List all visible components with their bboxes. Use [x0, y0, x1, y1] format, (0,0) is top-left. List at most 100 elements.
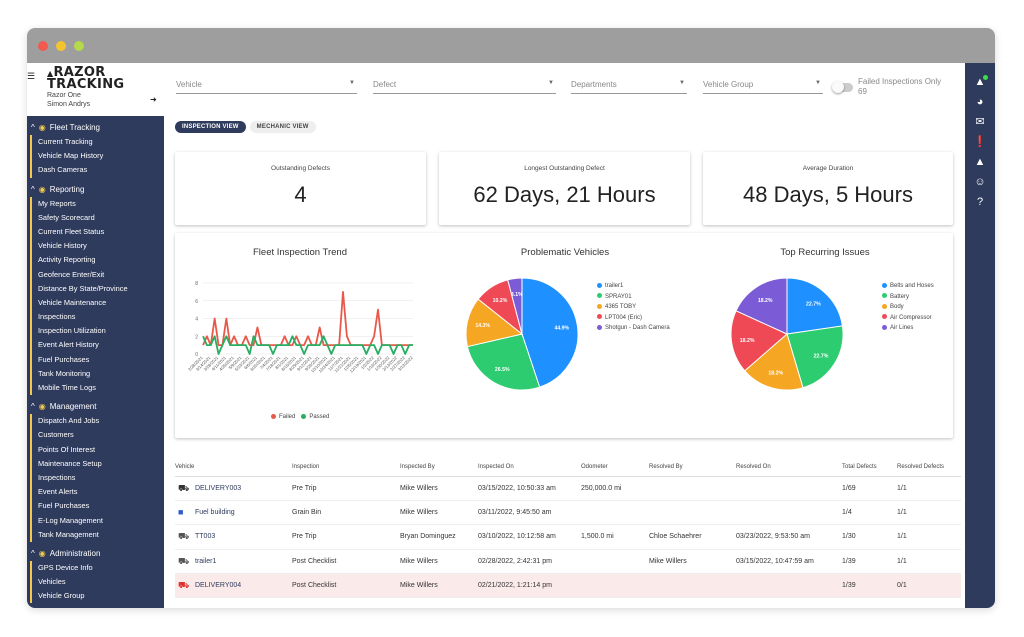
smiley-icon[interactable]: ☺: [974, 176, 986, 188]
vehicle-group-filter[interactable]: Vehicle Group ▼: [703, 76, 823, 94]
column-header[interactable]: Inspection: [292, 464, 320, 470]
column-header[interactable]: Resolved On: [736, 464, 771, 470]
cell-vehicle[interactable]: Fuel building: [195, 509, 235, 517]
table-row[interactable]: ⛟ trailer1 Post Checklist Mike Willers 02/28…: [175, 550, 961, 574]
average-duration-card: Average Duration 48 Days, 5 Hours: [703, 152, 953, 225]
column-header[interactable]: Inspected On: [478, 464, 514, 470]
sidebar-item[interactable]: Distance By State/Province: [30, 281, 164, 296]
pie-slice[interactable]: [786, 325, 844, 389]
legend-item[interactable]: LPT004 (Eric): [597, 313, 670, 324]
sidebar-item[interactable]: Dash Cameras: [30, 163, 164, 178]
column-header[interactable]: Resolved By: [649, 464, 683, 470]
vehicle-filter[interactable]: Vehicle ▼: [176, 76, 357, 94]
pie-slice[interactable]: [466, 333, 541, 391]
sidebar-section-1[interactable]: ^ ◉ Reporting: [27, 178, 164, 197]
sidebar-section-3[interactable]: ^ ◉ Administration: [27, 542, 164, 561]
departments-filter[interactable]: Departments ▼: [571, 76, 687, 94]
sidebar-item[interactable]: Geofence Enter/Exit: [30, 267, 164, 282]
pie-slice[interactable]: [507, 277, 523, 335]
legend-passed[interactable]: Passed: [301, 412, 329, 423]
sidebar-item[interactable]: Safety Scorecard: [30, 210, 164, 225]
mechanic-view-button[interactable]: MECHANIC VIEW: [249, 121, 316, 133]
logout-icon[interactable]: ➜: [150, 95, 157, 104]
alert-icon[interactable]: ❗: [973, 136, 987, 148]
road-icon[interactable]: ▲: [974, 76, 986, 88]
sidebar-item[interactable]: Maintenance Setup: [30, 456, 164, 471]
slice-label: 4.1%: [511, 292, 523, 298]
cell-vehicle[interactable]: TT003: [195, 533, 216, 541]
legend-item[interactable]: 4365 TOBY: [597, 302, 670, 313]
pie-slice[interactable]: [744, 333, 804, 391]
legend-failed[interactable]: Failed: [271, 412, 295, 423]
column-header[interactable]: Odometer: [581, 464, 608, 470]
sidebar-section-0[interactable]: ^ ◉ Fleet Tracking: [27, 116, 164, 135]
sidebar-item[interactable]: Vehicle Group: [30, 589, 164, 604]
sidebar-item[interactable]: Vehicles: [30, 575, 164, 590]
help-icon[interactable]: ?: [976, 196, 984, 208]
sidebar-item[interactable]: Mobile Time Logs: [30, 381, 164, 396]
sidebar-item[interactable]: Inspection Utilization: [30, 324, 164, 339]
legend-item[interactable]: Belts and Hoses: [882, 281, 934, 292]
legend-item[interactable]: trailer1: [597, 281, 670, 292]
table-row[interactable]: ⛟ DELIVERY003 Pre Trip Mike Willers 03/15/20…: [175, 477, 961, 502]
sidebar-item[interactable]: Customers: [30, 428, 164, 443]
pie-slice[interactable]: [735, 277, 788, 335]
pie-slice[interactable]: [730, 310, 788, 372]
cell-vehicle[interactable]: trailer1: [195, 557, 217, 565]
legend-item[interactable]: Battery: [882, 292, 934, 303]
pie-slice[interactable]: [521, 277, 579, 388]
right-toolbar: ▲ ◕ ✉ ❗ ▲ ☺ ?: [965, 63, 995, 608]
legend-item[interactable]: Air Compressor: [882, 313, 934, 324]
sidebar-item[interactable]: Vehicle Maintenance: [30, 295, 164, 311]
close-window-button[interactable]: [38, 41, 48, 51]
pie-slice[interactable]: [786, 277, 843, 335]
road-alt-icon[interactable]: ▲: [974, 156, 986, 168]
sidebar-item[interactable]: Points Of Interest: [30, 442, 164, 457]
sidebar-item[interactable]: Dispatch And Jobs: [30, 414, 164, 429]
sidebar-item[interactable]: Inspections: [30, 470, 164, 486]
menu-icon[interactable]: ☰: [27, 71, 36, 81]
mail-icon[interactable]: ✉: [975, 116, 985, 128]
sidebar-item[interactable]: Event Alert History: [30, 338, 164, 353]
chevron-down-icon: ▼: [548, 80, 554, 86]
column-header[interactable]: Vehicle: [175, 464, 195, 470]
legend-item[interactable]: Shotgun - Dash Camera: [597, 323, 670, 334]
column-header[interactable]: Total Defects: [842, 464, 877, 470]
sidebar-item[interactable]: E-Log Management: [30, 513, 164, 528]
sidebar-item[interactable]: Fuel Purchases: [30, 352, 164, 367]
failed-only-toggle[interactable]: [832, 81, 853, 93]
sidebar-item[interactable]: Fuel Purchases: [30, 499, 164, 514]
cell-resolved-on: 03/23/2022, 9:53:50 am: [736, 533, 810, 541]
inspection-view-button[interactable]: INSPECTION VIEW: [175, 121, 246, 133]
sidebar-item[interactable]: Current Fleet Status: [30, 224, 164, 240]
pie-slice[interactable]: [465, 298, 524, 348]
minimize-window-button[interactable]: [56, 41, 66, 51]
table-row[interactable]: ■ Fuel building Grain Bin Mike Willers 03/11…: [175, 501, 961, 526]
sidebar-item[interactable]: My Reports: [30, 196, 164, 211]
sidebar-item[interactable]: Vehicle History: [30, 239, 164, 254]
table-row[interactable]: ⛟ DELIVERY004 Post Checklist Mike Willers 02…: [175, 573, 961, 598]
legend-item[interactable]: SPRAY01: [597, 292, 670, 303]
column-header[interactable]: Inspected By: [400, 464, 435, 470]
sidebar-item[interactable]: Current Tracking: [30, 135, 164, 150]
sidebar-item[interactable]: Inspections: [30, 310, 164, 325]
issues-chart-title: Top Recurring Issues: [780, 247, 870, 258]
column-header[interactable]: Resolved Defects: [897, 464, 945, 470]
defect-filter[interactable]: Defect ▼: [373, 76, 556, 94]
legend-item[interactable]: Air Lines: [882, 323, 934, 334]
legend-item[interactable]: Body: [882, 302, 934, 313]
sidebar-item[interactable]: Vehicle Map History: [30, 149, 164, 164]
sidebar-item[interactable]: Tank Monitoring: [30, 366, 164, 381]
sidebar-item[interactable]: Activity Reporting: [30, 253, 164, 268]
sidebar-section-2[interactable]: ^ ◉ Management: [27, 395, 164, 414]
view-switcher: INSPECTION VIEW MECHANIC VIEW: [175, 121, 316, 133]
pie-chart-icon[interactable]: ◕: [976, 96, 984, 108]
maximize-window-button[interactable]: [74, 41, 84, 51]
cell-vehicle[interactable]: DELIVERY003: [195, 485, 242, 492]
sidebar-item[interactable]: Tank Management: [30, 527, 164, 542]
cell-vehicle[interactable]: DELIVERY004: [195, 581, 242, 589]
sidebar-item[interactable]: Event Alerts: [30, 485, 164, 500]
table-row[interactable]: ⛟ TT003 Pre Trip Bryan Dominguez 03/10/2022,…: [175, 525, 961, 550]
sidebar-item[interactable]: GPS Device Info: [30, 560, 164, 576]
table-header: Vehicle Inspection Inspected By Inspected O…: [175, 455, 961, 477]
